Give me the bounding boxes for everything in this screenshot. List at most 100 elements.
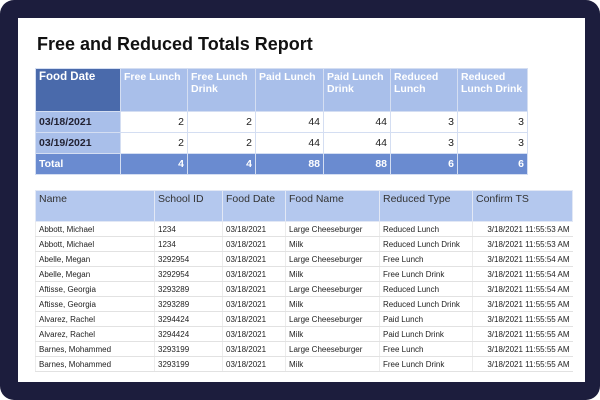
cell: Large Cheeseburger: [285, 311, 380, 327]
cell: 3294424: [154, 311, 223, 327]
cell: Barnes, Mohammed: [35, 356, 155, 372]
cell: Alvarez, Rachel: [35, 311, 155, 327]
cell: 3293199: [154, 356, 223, 372]
column-header: Food Date: [222, 190, 286, 222]
cell: Aftisse, Georgia: [35, 281, 155, 297]
cell: 3/18/2021 11:55:54 AM: [472, 281, 573, 297]
column-header: Free Lunch Drink: [187, 68, 256, 112]
cell: 44: [323, 132, 391, 154]
cell: Reduced Lunch Drink: [379, 296, 473, 312]
cell: 2: [187, 132, 256, 154]
cell: 3: [390, 132, 458, 154]
cell: Free Lunch Drink: [379, 266, 473, 282]
summary-row: 03/19/2021 2 2 44 44 3 3: [35, 132, 528, 154]
column-header: Reduced Lunch Drink: [457, 68, 528, 112]
cell: Aftisse, Georgia: [35, 296, 155, 312]
detail-row: Barnes, Mohammed 3293199 03/18/2021 Large C…: [35, 341, 573, 357]
cell: Free Lunch: [379, 251, 473, 267]
cell: Paid Lunch: [379, 311, 473, 327]
detail-table: Name School ID Food Date Food Name Reduced T…: [35, 190, 573, 372]
cell: Milk: [285, 356, 380, 372]
summary-header: Food Date Free Lunch Free Lunch Drink Paid …: [35, 68, 528, 112]
column-header: Paid Lunch Drink: [323, 68, 391, 112]
cell: Abelle, Megan: [35, 251, 155, 267]
cell: 3292954: [154, 266, 223, 282]
cell: Barnes, Mohammed: [35, 341, 155, 357]
cell: Abelle, Megan: [35, 266, 155, 282]
cell: 3/18/2021 11:55:55 AM: [472, 296, 573, 312]
cell: 2: [120, 132, 188, 154]
cell: Milk: [285, 296, 380, 312]
cell: Large Cheeseburger: [285, 221, 380, 237]
cell: 3/18/2021 11:55:55 AM: [472, 326, 573, 342]
cell: 3: [390, 111, 458, 133]
cell: 3: [457, 132, 528, 154]
report-title: Free and Reduced Totals Report: [37, 34, 313, 54]
detail-row: Aftisse, Georgia 3293289 03/18/2021 Milk Red…: [35, 296, 573, 312]
cell: 03/18/2021: [222, 251, 286, 267]
cell: 03/18/2021: [222, 221, 286, 237]
column-header: Reduced Type: [379, 190, 473, 222]
cell: Alvarez, Rachel: [35, 326, 155, 342]
cell: 3: [457, 111, 528, 133]
cell: 6: [457, 153, 528, 175]
cell: 4: [120, 153, 188, 175]
cell: 03/18/2021: [222, 356, 286, 372]
detail-row: Abelle, Megan 3292954 03/18/2021 Milk Free L…: [35, 266, 573, 282]
cell: 1234: [154, 236, 223, 252]
detail-row: Abelle, Megan 3292954 03/18/2021 Large Chee…: [35, 251, 573, 267]
cell: 1234: [154, 221, 223, 237]
cell: 6: [390, 153, 458, 175]
cell: 3293199: [154, 341, 223, 357]
cell: Free Lunch: [379, 341, 473, 357]
cell: 3/18/2021 11:55:54 AM: [472, 251, 573, 267]
cell: 3294424: [154, 326, 223, 342]
cell: 03/18/2021: [222, 281, 286, 297]
cell: Abbott, Michael: [35, 236, 155, 252]
report-page: Free and Reduced Totals Report Food Date…: [18, 18, 585, 382]
detail-row: Alvarez, Rachel 3294424 03/18/2021 Milk Paid…: [35, 326, 573, 342]
cell: Free Lunch Drink: [379, 356, 473, 372]
detail-row: Alvarez, Rachel 3294424 03/18/2021 Large Ch…: [35, 311, 573, 327]
cell: 2: [120, 111, 188, 133]
cell: 44: [255, 132, 324, 154]
column-header: Paid Lunch: [255, 68, 324, 112]
cell: 3/18/2021 11:55:54 AM: [472, 266, 573, 282]
cell: Large Cheeseburger: [285, 281, 380, 297]
cell: 03/18/2021: [222, 326, 286, 342]
column-header: Food Name: [285, 190, 380, 222]
cell: 03/18/2021: [222, 296, 286, 312]
cell: 3/18/2021 11:55:55 AM: [472, 356, 573, 372]
cell: 03/18/2021: [222, 266, 286, 282]
detail-row: Abbott, Michael 1234 03/18/2021 Milk Reduced…: [35, 236, 573, 252]
cell: Large Cheeseburger: [285, 251, 380, 267]
detail-row: Abbott, Michael 1234 03/18/2021 Large Chees…: [35, 221, 573, 237]
cell: 44: [255, 111, 324, 133]
detail-row: Barnes, Mohammed 3293199 03/18/2021 Milk Fre…: [35, 356, 573, 372]
cell: 03/18/2021: [222, 236, 286, 252]
cell: Milk: [285, 326, 380, 342]
cell: Reduced Lunch: [379, 281, 473, 297]
column-header: School ID: [154, 190, 223, 222]
column-header: Reduced Lunch: [390, 68, 458, 112]
column-header: Confirm TS: [472, 190, 573, 222]
summary-row: Total 4 4 88 88 6 6: [35, 153, 528, 175]
cell: 3/18/2021 11:55:53 AM: [472, 236, 573, 252]
cell: 4: [187, 153, 256, 175]
cell: Reduced Lunch: [379, 221, 473, 237]
cell: Milk: [285, 236, 380, 252]
detail-row: Aftisse, Georgia 3293289 03/18/2021 Large C…: [35, 281, 573, 297]
cell: 88: [323, 153, 391, 175]
row-label: Total: [35, 153, 121, 175]
cell: 03/18/2021: [222, 341, 286, 357]
column-header: Food Date: [35, 68, 121, 112]
cell: 03/18/2021: [222, 311, 286, 327]
cell: Reduced Lunch Drink: [379, 236, 473, 252]
row-label: 03/19/2021: [35, 132, 121, 154]
detail-header: Name School ID Food Date Food Name Reduced T…: [35, 190, 573, 222]
cell: Large Cheeseburger: [285, 341, 380, 357]
cell: 3293289: [154, 281, 223, 297]
summary-table: Food Date Free Lunch Free Lunch Drink Paid …: [35, 68, 528, 175]
cell: Paid Lunch Drink: [379, 326, 473, 342]
cell: 3/18/2021 11:55:55 AM: [472, 341, 573, 357]
